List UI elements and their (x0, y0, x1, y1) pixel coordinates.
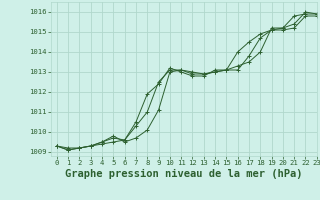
X-axis label: Graphe pression niveau de la mer (hPa): Graphe pression niveau de la mer (hPa) (65, 169, 303, 179)
